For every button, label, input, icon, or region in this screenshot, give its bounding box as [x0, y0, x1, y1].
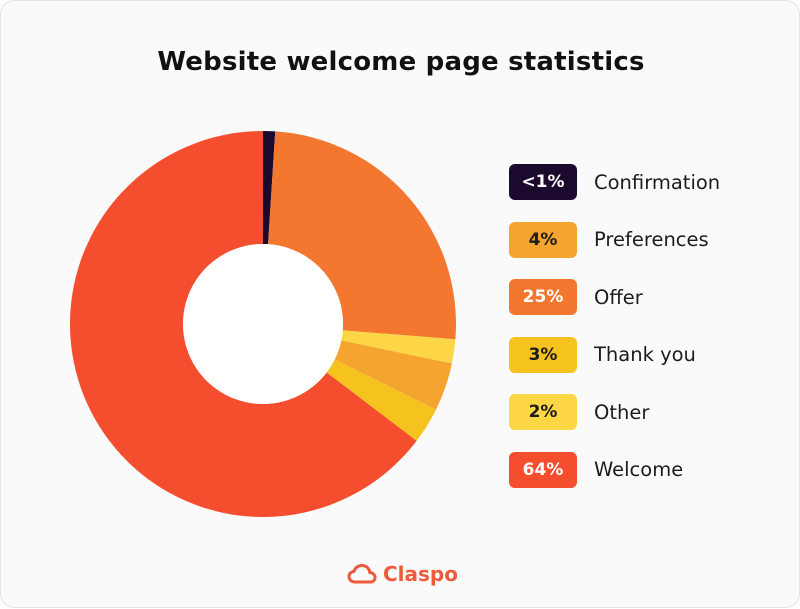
chart-title: Website welcome page statistics	[157, 47, 645, 77]
legend-item: 2% Other	[509, 392, 779, 432]
slice-welcome	[70, 131, 417, 517]
legend-badge: <1%	[509, 164, 577, 200]
legend-item: 3% Thank you	[509, 335, 779, 375]
legend-label: Confirmation	[594, 170, 721, 194]
legend-item: <1% Confirmation	[509, 162, 779, 202]
slice-preferences	[334, 340, 452, 410]
brand-name: Claspo	[383, 562, 458, 586]
legend-badge: 25%	[509, 279, 577, 315]
legend-label: Thank you	[594, 343, 696, 366]
slice-other	[341, 330, 456, 364]
legend-label: Offer	[594, 285, 643, 309]
chart-legend: <1% Confirmation 4% Preferences 25% Offer 3% Th…	[509, 162, 779, 507]
brand-logo: Claspo	[347, 562, 458, 586]
slice-confirmation	[263, 131, 276, 245]
donut-hole	[183, 244, 343, 404]
slice-offer	[268, 131, 456, 340]
legend-item: 64% Welcome	[509, 450, 779, 490]
legend-label: Preferences	[594, 228, 709, 251]
legend-label: Other	[594, 400, 650, 424]
slice-thank-you	[326, 359, 436, 441]
legend-badge: 3%	[509, 336, 577, 373]
legend-badge: 2%	[509, 394, 577, 430]
cloud-icon	[347, 564, 377, 584]
legend-label: Welcome	[594, 458, 684, 481]
legend-badge: 64%	[509, 451, 577, 488]
legend-item: 25% Offer	[509, 277, 779, 317]
legend-badge: 4%	[509, 221, 577, 258]
legend-item: 4% Preferences	[509, 220, 779, 260]
